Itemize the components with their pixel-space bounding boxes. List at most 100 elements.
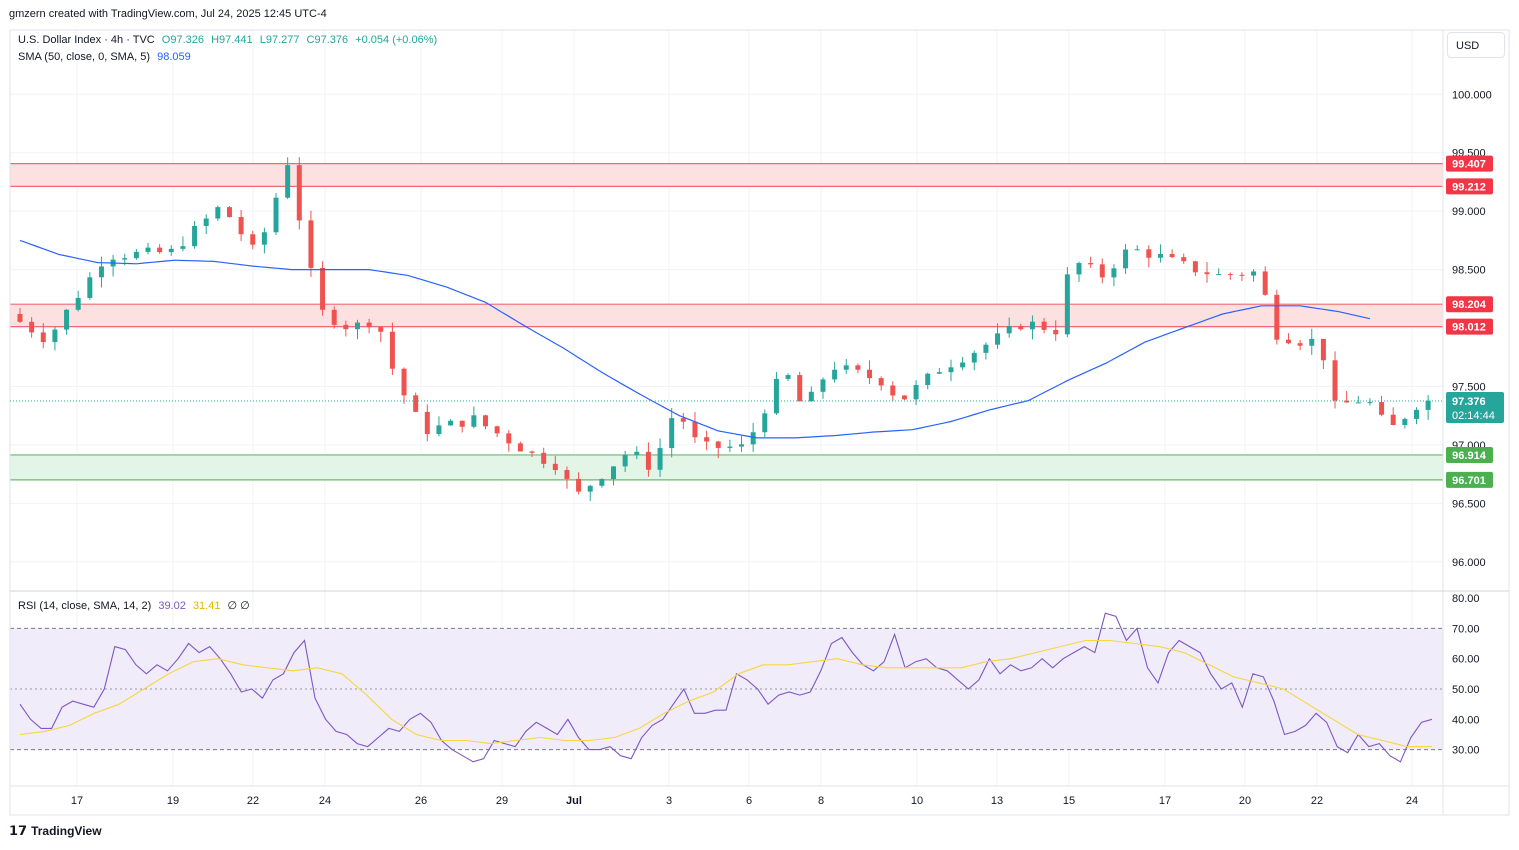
candle-body [413,395,419,412]
rsi-pane [10,612,1443,763]
chart-credit: gmzern created with TradingView.com, Jul… [9,8,327,20]
candle-body [797,375,803,402]
candle-body [308,220,314,268]
candle-body [157,247,163,253]
candle-body [1332,360,1338,401]
sma-label[interactable]: SMA (50, close, 0, SMA, 5) [18,51,151,63]
zone-price-label: 98.012 [1452,322,1486,334]
candle-body [1157,254,1163,258]
candle-body [715,441,721,448]
price-tick-label: 98.500 [1452,265,1486,277]
candle-body [576,478,582,492]
time-tick-label: 24 [319,795,331,807]
rsi-label[interactable]: RSI (14, close, SMA, 14, 2) [18,600,152,612]
candle-body [704,437,710,442]
candle-body [64,309,70,330]
candle-body [203,218,209,226]
candle-body [471,415,477,427]
time-tick-label: 26 [415,795,427,807]
candle-body [1355,402,1361,404]
candle-body [378,327,384,332]
candle-countdown: 02:14:44 [1452,410,1495,422]
candle-body [1413,409,1419,419]
candle-body [424,411,430,435]
candle-body [448,420,454,426]
price-legend: U.S. Dollar Index · 4h · TVC O97.326 H97… [18,34,441,46]
candle-body [226,207,232,218]
zone-price-badge [1446,178,1493,195]
candle-body [727,446,733,448]
candle-body [960,362,966,368]
candle-body [1309,338,1315,346]
candle-body [669,418,675,449]
price-change: +0.054 (+0.06%) [355,34,438,46]
tradingview-logo-icon: 𝟭𝟳 [9,823,28,838]
candle-body [168,248,174,253]
price-tick-label: 100.000 [1452,89,1492,101]
rsi-tick-label: 40.00 [1452,714,1480,726]
candles [17,157,1431,501]
resistance-zone [10,163,1443,187]
zone-price-label: 99.212 [1452,181,1486,193]
chart-frame [9,29,1510,816]
rsi-tick-label: 80.00 [1452,593,1480,605]
rsi-ma-value: 31.41 [192,600,221,612]
candle-body [1367,402,1373,404]
candle-body [808,391,814,402]
candle-body [320,267,326,310]
candle-body [971,352,977,363]
candle-body [936,372,942,374]
candle-body [913,385,919,400]
candle-body [622,454,628,467]
currency-button[interactable]: USD [1447,32,1505,58]
rsi-tick-label: 30.00 [1452,745,1480,757]
rsi-legend: RSI (14, close, SMA, 14, 2) 39.02 31.41 … [18,599,254,612]
time-tick-label: 22 [247,795,259,807]
candle-body [680,418,686,422]
candle-body [762,413,768,433]
time-tick-label: 8 [818,795,824,807]
resistance-zone [10,304,1443,327]
candle-body [1181,257,1187,262]
candle-body [1379,402,1385,415]
candle-body [925,373,931,386]
rsi-extra: ∅ ∅ [227,600,250,612]
candle-body [1006,325,1012,334]
candle-body [1285,339,1291,344]
candle-body [773,378,779,414]
candle-body [366,322,372,328]
candle-body [1111,268,1117,278]
candle-body [517,443,523,452]
candle-body [657,448,663,470]
candle-body [1239,274,1245,276]
candle-body [1344,400,1350,403]
candle-body [995,333,1001,345]
candle-body [1146,249,1152,258]
zone-price-badge [1446,318,1493,335]
time-tick-label: 6 [746,795,752,807]
candle-body [692,421,698,438]
rsi-line [19,612,1433,763]
price-tick-label: 96.500 [1452,498,1486,510]
candle-body [354,322,360,330]
symbol-label[interactable]: U.S. Dollar Index · 4h · TVC [18,34,155,46]
candle-body [29,321,35,333]
candle-body [17,314,23,322]
time-tick-label: 13 [991,795,1003,807]
rsi-value: 39.02 [158,600,186,612]
candle-body [541,452,547,464]
candle-body [75,297,81,310]
candle-body [40,332,46,343]
time-tick-label: 19 [167,795,179,807]
time-tick-label: Jul [566,795,582,807]
price-tick-label: 99.000 [1452,206,1486,218]
sma-legend: SMA (50, close, 0, SMA, 5) 98.059 [18,51,195,63]
candle-body [482,415,488,427]
sma-line-group [19,239,1371,439]
ohlc-high: H97.441 [211,34,253,46]
candle-body [1076,263,1082,275]
candle-body [820,379,826,392]
candle-body [564,470,570,479]
candle-body [1425,400,1431,410]
